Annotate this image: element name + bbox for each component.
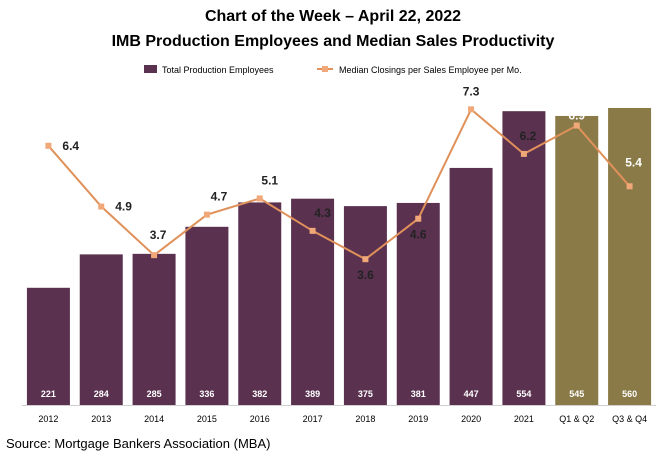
line-marker-10 bbox=[573, 122, 580, 129]
x-tick-label-9: 2021 bbox=[514, 414, 534, 424]
x-tick-label-0: 2012 bbox=[38, 414, 58, 424]
x-tick-label-1: 2013 bbox=[91, 414, 111, 424]
bar-value-label-8: 447 bbox=[464, 389, 479, 399]
bar-value-label-4: 382 bbox=[252, 389, 267, 399]
bar-value-label-10: 545 bbox=[569, 389, 584, 399]
x-tick-label-2: 2014 bbox=[144, 414, 164, 424]
line-marker-9 bbox=[520, 150, 527, 157]
bar-value-label-5: 389 bbox=[305, 389, 320, 399]
line-value-label-11: 5.4 bbox=[625, 155, 642, 169]
line-value-label-5: 4.3 bbox=[314, 206, 331, 220]
x-tick-label-8: 2020 bbox=[461, 414, 481, 424]
chart-subtitle: IMB Production Employees and Median Sale… bbox=[111, 33, 555, 50]
bar-10 bbox=[555, 115, 599, 406]
bar-value-label-3: 336 bbox=[199, 389, 214, 399]
bar-3 bbox=[185, 226, 229, 405]
line-value-label-2: 3.7 bbox=[150, 228, 167, 242]
bar-1 bbox=[79, 254, 123, 405]
source-note: Source: Mortgage Bankers Association (MB… bbox=[6, 436, 271, 451]
bar-value-label-2: 285 bbox=[147, 389, 162, 399]
legend-label-employees: Total Production Employees bbox=[162, 65, 274, 75]
line-series-closings bbox=[47, 107, 631, 261]
bar-value-label-7: 381 bbox=[411, 389, 426, 399]
x-tick-label-10: Q1 & Q2 bbox=[559, 414, 594, 424]
line-value-label-1: 4.9 bbox=[115, 200, 132, 214]
line-marker-0 bbox=[45, 142, 52, 149]
x-tick-label-11: Q3 & Q4 bbox=[612, 414, 647, 424]
bar-4 bbox=[238, 202, 282, 405]
line-value-label-7: 4.6 bbox=[410, 228, 427, 242]
bar-value-label-6: 375 bbox=[358, 389, 373, 399]
bar-9 bbox=[502, 111, 546, 406]
bar-value-label-1: 284 bbox=[94, 389, 109, 399]
legend-label-closings: Median Closings per Sales Employee per M… bbox=[339, 65, 522, 75]
bar-6 bbox=[343, 206, 387, 405]
bar-value-label-11: 560 bbox=[622, 389, 637, 399]
line-marker-2 bbox=[151, 252, 158, 259]
bar-7 bbox=[396, 202, 440, 405]
legend-swatch-employees bbox=[144, 65, 157, 73]
line-value-label-0: 6.4 bbox=[62, 139, 79, 153]
x-tick-label-7: 2019 bbox=[408, 414, 428, 424]
line-value-label-10: 6.9 bbox=[568, 109, 585, 123]
x-tick-label-4: 2016 bbox=[250, 414, 270, 424]
line-marker-4 bbox=[256, 195, 263, 202]
legend-marker-closings bbox=[322, 66, 328, 72]
bar-11 bbox=[608, 108, 652, 405]
bar-8 bbox=[449, 167, 493, 405]
line-marker-6 bbox=[362, 256, 369, 263]
bar-2 bbox=[132, 253, 176, 405]
line-marker-7 bbox=[415, 215, 422, 222]
line-value-label-6: 3.6 bbox=[357, 268, 374, 282]
line-marker-8 bbox=[468, 106, 475, 113]
x-tick-label-6: 2018 bbox=[355, 414, 375, 424]
line-value-label-9: 6.2 bbox=[520, 129, 537, 143]
line-value-label-8: 7.3 bbox=[463, 84, 480, 98]
line-marker-3 bbox=[203, 211, 210, 218]
x-tick-label-3: 2015 bbox=[197, 414, 217, 424]
bar-value-label-9: 554 bbox=[516, 389, 531, 399]
bar-0 bbox=[26, 287, 70, 405]
line-value-label-3: 4.7 bbox=[211, 190, 228, 204]
line-value-label-4: 5.1 bbox=[261, 173, 278, 187]
chart-title: Chart of the Week – April 22, 2022 bbox=[204, 8, 462, 25]
line-marker-5 bbox=[309, 227, 316, 234]
x-tick-label-5: 2017 bbox=[303, 414, 323, 424]
line-marker-11 bbox=[626, 183, 633, 190]
line-marker-1 bbox=[98, 203, 105, 210]
bar-value-label-0: 221 bbox=[41, 389, 56, 399]
